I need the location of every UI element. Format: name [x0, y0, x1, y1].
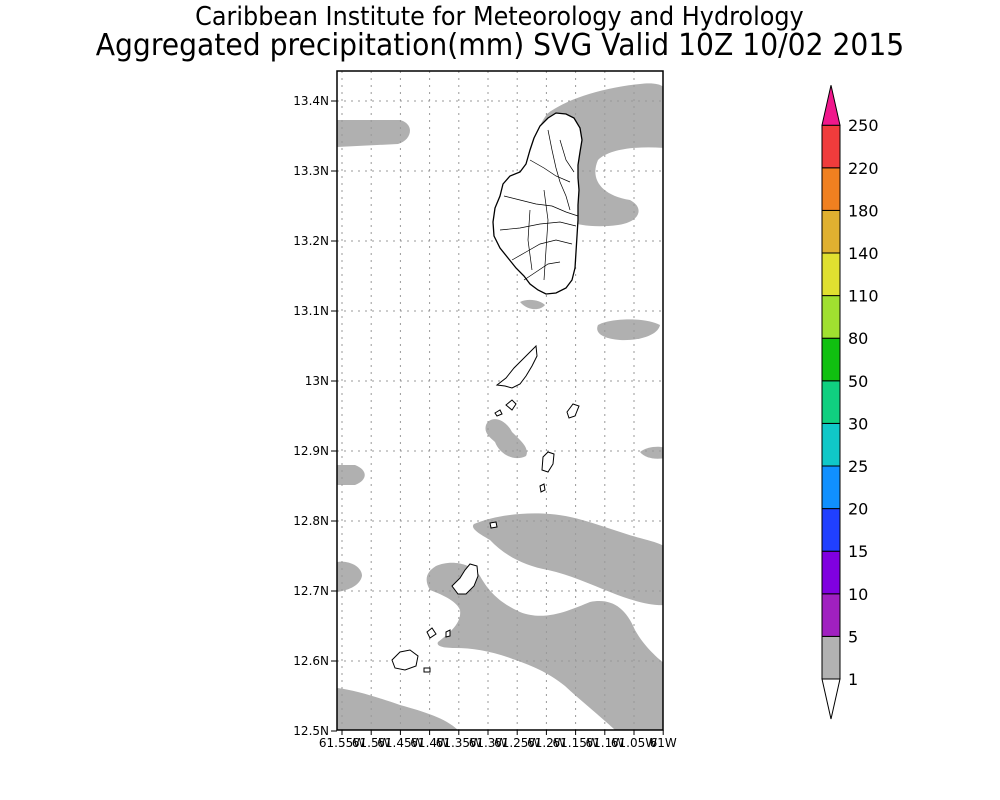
lon-tick-label: 61.3W: [469, 736, 508, 750]
island-st-vincent: [492, 112, 583, 295]
map-frame: [336, 70, 664, 731]
lat-tick-label: 13.2N: [293, 234, 329, 248]
lat-tick-label: 13N: [305, 374, 329, 388]
islet-5: [489, 521, 498, 529]
precip-shading: [337, 83, 663, 730]
islet-2: [494, 409, 503, 417]
lon-tick-label: 61.1W: [586, 736, 625, 750]
lat-tick-label: 13.3N: [293, 164, 329, 178]
lon-tick-label: 61W: [650, 736, 677, 750]
colorbar-label: 15: [848, 542, 868, 561]
colorbar-segment: [821, 209, 841, 254]
colorbar-label: 110: [848, 287, 879, 306]
colorbar-segment: [821, 295, 841, 339]
shade-area-southwest: [337, 688, 458, 730]
product-title: Aggregated precipitation(mm) SVG Valid 1…: [95, 28, 905, 63]
colorbar-label: 50: [848, 372, 868, 391]
shade-area-mid: [485, 419, 527, 459]
lat-tick-label: 12.9N: [293, 444, 329, 458]
shade-area-west-2: [337, 561, 362, 592]
colorbar-segment: [821, 635, 841, 680]
colorbar-segment: [821, 508, 841, 552]
lon-tick-label: 61.2W: [527, 736, 566, 750]
island-outlines: [391, 112, 583, 673]
colorbar-label: 80: [848, 329, 868, 348]
st-vincent-watersheds: [499, 129, 579, 281]
map-grid: [337, 71, 663, 730]
lat-tick-label: 12.5N: [293, 724, 329, 738]
lon-tick-label: 61.5W: [352, 736, 391, 750]
lat-tick-label: 13.1N: [293, 304, 329, 318]
lon-tick-label: 61.05W: [611, 736, 657, 750]
colorbar-low-arrow: [821, 678, 841, 720]
colorbar-label: 220: [848, 159, 879, 178]
island-carriacou: [391, 649, 419, 671]
lat-tick-label: 13.4N: [293, 94, 329, 108]
lon-tick-label: 61.35W: [436, 736, 482, 750]
shade-area-bequia-south: [520, 299, 545, 310]
shade-area-central-band: [473, 513, 663, 606]
islet-4: [539, 483, 546, 493]
shade-area-west-1: [337, 465, 365, 485]
colorbar-segment: [821, 124, 841, 169]
lon-tick-label: 61.4W: [410, 736, 449, 750]
shade-area-east-1: [597, 319, 660, 341]
islet-8: [423, 667, 431, 673]
colorbar-segment: [821, 337, 841, 382]
lon-tick-label: 61.55W: [319, 736, 365, 750]
colorbar-segment: [821, 465, 841, 510]
island-canouan: [541, 451, 555, 473]
colorbar-segment: [821, 167, 841, 211]
shade-area-south: [426, 562, 663, 730]
islet-3: [566, 403, 580, 419]
colorbar-label: 25: [848, 457, 868, 476]
institution-title: Caribbean Institute for Meteorology and …: [195, 2, 804, 32]
colorbar-segment: [821, 252, 841, 297]
map-axes: 13.4N 13.3N 13.2N 13.1N 13N 12.9N 12.8N 12.7N 12…: [293, 94, 677, 750]
lon-tick-label: 61.45W: [377, 736, 423, 750]
lat-tick-label: 12.6N: [293, 654, 329, 668]
colorbar-label: 10: [848, 585, 868, 604]
colorbar-label: 20: [848, 500, 868, 519]
islet-6: [426, 627, 437, 639]
shade-area-nw: [337, 120, 410, 147]
colorbar-label: 140: [848, 244, 879, 263]
colorbar-segment: [821, 422, 841, 467]
islet-1: [505, 399, 517, 411]
colorbar-label: 180: [848, 201, 879, 220]
islet-7: [445, 629, 451, 638]
colorbar-high-arrow: [821, 85, 841, 126]
island-bequia: [495, 344, 538, 389]
colorbar-segment: [821, 593, 841, 637]
colorbar-label: 30: [848, 414, 868, 433]
lat-tick-label: 12.8N: [293, 514, 329, 528]
colorbar-label: 5: [848, 627, 858, 646]
colorbar-segment: [821, 550, 841, 595]
lon-tick-label: 61.25W: [494, 736, 540, 750]
shade-area-east-2: [640, 446, 663, 459]
lon-tick-label: 61.15W: [552, 736, 598, 750]
island-union: [451, 563, 479, 595]
colorbar-label: 250: [848, 116, 879, 135]
colorbar-label: 1: [848, 670, 858, 689]
colorbar-segment: [821, 380, 841, 424]
lat-tick-label: 12.7N: [293, 584, 329, 598]
